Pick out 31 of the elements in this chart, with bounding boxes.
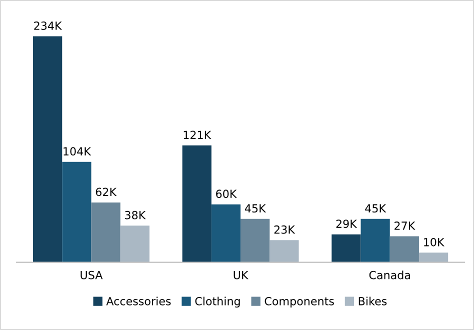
- legend-label: Components: [264, 296, 334, 308]
- x-tick-label: UK: [234, 271, 248, 280]
- bar: [120, 226, 150, 262]
- bar: [33, 36, 62, 262]
- data-label: 29K: [336, 220, 358, 228]
- data-label: 121K: [184, 130, 212, 139]
- legend-label: Bikes: [358, 296, 387, 306]
- data-label: 10K: [424, 238, 444, 246]
- bar: [91, 202, 120, 262]
- x-tick-label: USA: [80, 270, 103, 280]
- data-label: 45K: [365, 204, 386, 213]
- bar: [332, 234, 361, 262]
- bar: [418, 252, 448, 262]
- data-label: 45K: [244, 204, 266, 213]
- data-label: 234K: [34, 22, 62, 30]
- bar: [270, 240, 299, 262]
- legend-label: Accessories: [106, 296, 171, 306]
- data-label: 62K: [96, 188, 117, 196]
- data-label: 38K: [125, 210, 146, 220]
- bar: [182, 145, 212, 262]
- data-label: 104K: [64, 147, 92, 156]
- data-label: 27K: [394, 222, 416, 230]
- data-label: 60K: [216, 190, 237, 198]
- bar: [211, 204, 241, 262]
- bar: [62, 162, 92, 262]
- x-tick-label: Canada: [369, 270, 410, 280]
- bar: [240, 218, 270, 262]
- data-label: 23K: [274, 225, 296, 234]
- bar: [360, 218, 390, 262]
- bar: [390, 236, 419, 262]
- legend-label: Clothing: [195, 296, 240, 308]
